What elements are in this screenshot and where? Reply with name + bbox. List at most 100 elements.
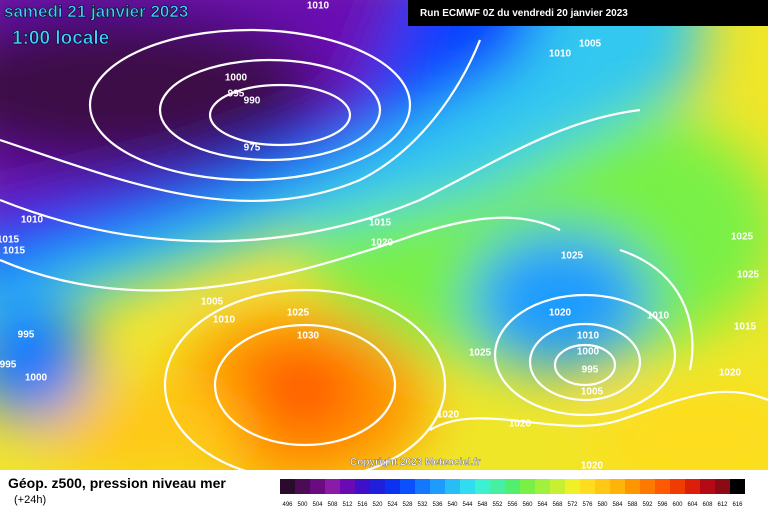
scale-swatch [475, 479, 490, 494]
scale-swatch [400, 479, 415, 494]
scale-label: 576 [582, 502, 593, 508]
scale-label: 504 [312, 502, 323, 508]
isobar-label: 995 [18, 330, 35, 341]
isobar-label: 1010 [213, 315, 236, 326]
isobar-label: 1005 [579, 39, 602, 50]
scale-label: 584 [612, 502, 623, 508]
scale-swatch [655, 479, 670, 494]
scale-swatch [520, 479, 535, 494]
scale-label: 556 [507, 502, 518, 508]
scale-swatch [535, 479, 550, 494]
scale-label: 552 [492, 502, 503, 508]
scale-swatch [340, 479, 355, 494]
scale-label: 604 [687, 502, 698, 508]
time: 1:00 locale [12, 28, 109, 49]
scale-label: 580 [597, 502, 608, 508]
isobar-label: 1010 [577, 331, 600, 342]
isobar-label: 1000 [225, 73, 248, 84]
run: Run ECMWF 0Z du vendredi 20 janvier 2023 [420, 8, 628, 19]
isobar-label: 1020 [581, 461, 604, 472]
scale-label: 608 [702, 502, 713, 508]
scale-swatch [565, 479, 580, 494]
scale-label: 616 [732, 502, 743, 508]
scale-swatch [280, 479, 295, 494]
isobar-label: 1020 [437, 410, 460, 421]
scale-label: 560 [522, 502, 533, 508]
scale-label: 528 [402, 502, 413, 508]
isobar-label: 1015 [369, 218, 392, 229]
isobar-label: 990 [244, 96, 261, 107]
date: samedi 21 janvier 2023 [4, 2, 188, 21]
scale-label: 536 [432, 502, 443, 508]
scale-swatch [505, 479, 520, 494]
isobar-label: 1015 [0, 235, 20, 246]
scale-swatch [430, 479, 445, 494]
scale-swatch [595, 479, 610, 494]
isobar-label: 1015 [3, 246, 26, 257]
scale-label: 508 [327, 502, 338, 508]
scale-label: 532 [417, 502, 428, 508]
copyright: Copyright 2023 Meteociel.fr [350, 457, 481, 468]
scale-label: 548 [477, 502, 488, 508]
isobar-label: 1020 [509, 419, 532, 430]
isobar-label: 975 [244, 143, 261, 154]
isobar-label: 1000 [25, 373, 48, 384]
isobar-label: 1000 [577, 347, 600, 358]
isobar-label: 1020 [549, 308, 572, 319]
scale-label: 496 [282, 502, 293, 508]
scale-label: 600 [672, 502, 683, 508]
isobar-label: 1025 [287, 308, 310, 319]
isobar-label: 1005 [581, 387, 604, 398]
scale-swatch [370, 479, 385, 494]
scale-label: 588 [627, 502, 638, 508]
scale-swatch [415, 479, 430, 494]
scale-label: 500 [297, 502, 308, 508]
scale-label: 592 [642, 502, 653, 508]
scale-swatch [325, 479, 340, 494]
scale-label: 596 [657, 502, 668, 508]
isobar-label: 1010 [21, 215, 44, 226]
scale-label: 564 [537, 502, 548, 508]
isobar-label: 1025 [731, 232, 754, 243]
isobar-label: 1020 [719, 368, 742, 379]
isobar-label: 1025 [561, 251, 584, 262]
scale-swatch [670, 479, 685, 494]
scale-label: 516 [357, 502, 368, 508]
scale-swatch [310, 479, 325, 494]
scale-label: 612 [717, 502, 728, 508]
scale-label: 568 [552, 502, 563, 508]
scale-swatch [355, 479, 370, 494]
scale-swatch [550, 479, 565, 494]
scale-swatch [445, 479, 460, 494]
isobar-label: 1025 [737, 270, 760, 281]
isobar-label: 1010 [549, 49, 572, 60]
scale-swatch [730, 479, 745, 494]
isobar-label: 1030 [297, 331, 320, 342]
scale-swatch [580, 479, 595, 494]
scale-swatch [295, 479, 310, 494]
isobar-label: 1010 [647, 311, 670, 322]
run-box [408, 0, 768, 26]
isobar-label: 1005 [201, 297, 224, 308]
scale-swatch [700, 479, 715, 494]
field: 1010100510101000995990975101010151015101… [0, 0, 768, 472]
isobar-label: 1015 [734, 322, 757, 333]
scale-swatch [685, 479, 700, 494]
isobar-label: 1010 [307, 1, 330, 12]
scale-label: 520 [372, 502, 383, 508]
scale-label: 540 [447, 502, 458, 508]
scale-swatch [610, 479, 625, 494]
isobar-lines [0, 28, 768, 470]
scale-label: 524 [387, 502, 398, 508]
scale-swatch [640, 479, 655, 494]
color-scale: 496 500 504 508 512 516 520 524 528 532 536 540 544 5… [280, 479, 745, 508]
scale-swatch [625, 479, 640, 494]
isobar-label: 1025 [469, 348, 492, 359]
scale-swatch [490, 479, 505, 494]
scale-label: 572 [567, 502, 578, 508]
isobar-label: 995 [0, 360, 17, 371]
isobar-label: 995 [582, 365, 599, 376]
scale-swatch [385, 479, 400, 494]
